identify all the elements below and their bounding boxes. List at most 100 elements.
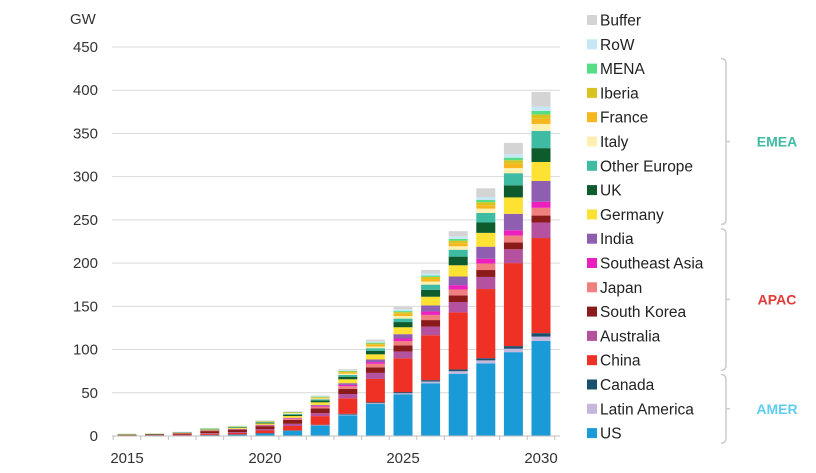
legend: Buffer RoW MENA Iberia France Italy Other Euro… xyxy=(587,13,704,443)
legend-item-australia: Australia xyxy=(587,328,661,345)
bar-segment-other-europe-2018 xyxy=(200,428,220,430)
legend-swatch xyxy=(587,87,597,98)
bar-segment-buffer-2026 xyxy=(421,269,441,274)
bar-segment-buffer-2022 xyxy=(310,395,330,397)
bar-segment-france-2027 xyxy=(448,243,468,247)
bar-segment-south-korea-2025 xyxy=(393,345,413,352)
bar-segment-southeast-asia-2021 xyxy=(283,418,303,419)
bar-segment-germany-2021 xyxy=(283,416,303,418)
bar-segment-other-europe-2022 xyxy=(310,399,330,401)
bar-segment-canada-2030 xyxy=(531,333,551,337)
legend-label: France xyxy=(600,110,648,127)
y-tick-label: 200 xyxy=(73,255,98,272)
legend-label: US xyxy=(600,426,622,443)
bar-segment-buffer-2029 xyxy=(503,142,523,155)
bar-segment-china-2029 xyxy=(503,263,523,347)
bar-segment-australia-2027 xyxy=(448,302,468,313)
bar-segment-buffer-2027 xyxy=(448,231,468,237)
bar-segment-france-2022 xyxy=(310,397,330,399)
bar-segment-uk-2029 xyxy=(503,185,523,198)
legend-label: Australia xyxy=(600,328,661,345)
bar-segment-row-2023 xyxy=(338,370,358,371)
bar-segment-us-2028 xyxy=(476,363,496,436)
y-tick-label: 450 xyxy=(73,39,98,56)
bar-segment-india-2018 xyxy=(200,430,220,431)
bar-segment-buffer-2024 xyxy=(365,339,385,342)
bar-segment-italy-2024 xyxy=(365,346,385,349)
bar-segment-india-2019 xyxy=(227,428,247,430)
bar-segment-iberia-2024 xyxy=(365,343,385,345)
bar-segment-japan-2020 xyxy=(255,425,275,427)
bar-segment-mena-2021 xyxy=(283,411,303,413)
bar-stack-2026 xyxy=(421,269,441,436)
bar-segment-us-2019 xyxy=(227,434,247,436)
bar-segment-us-2024 xyxy=(365,404,385,436)
bar-segment-iberia-2027 xyxy=(448,240,468,244)
bar-segment-canada-2029 xyxy=(503,346,523,349)
legend-label: Canada xyxy=(600,377,655,394)
bar-segment-southeast-asia-2022 xyxy=(310,405,330,407)
legend-item-canada: Canada xyxy=(587,377,655,394)
bar-segment-japan-2021 xyxy=(283,418,303,420)
x-tick-label: 2015 xyxy=(110,450,143,467)
bar-segment-us-2030 xyxy=(531,340,551,436)
bar-segment-canada-2026 xyxy=(421,380,441,382)
bar-segment-australia-2030 xyxy=(531,222,551,239)
group-apac: APAC xyxy=(720,227,796,371)
bar-segment-row-2017 xyxy=(172,431,192,433)
bar-segment-japan-2025 xyxy=(393,341,413,346)
bar-stack-2029 xyxy=(503,142,523,436)
bar-segment-canada-2025 xyxy=(393,392,413,394)
bar-segment-japan-2027 xyxy=(448,289,468,296)
bar-segment-india-2027 xyxy=(448,276,468,286)
bar-segment-italy-2019 xyxy=(227,426,247,427)
bar-segment-japan-2024 xyxy=(365,363,385,368)
bar-segment-us-2026 xyxy=(421,383,441,436)
bar-segment-other-europe-2020 xyxy=(255,422,275,423)
bar-segment-india-2029 xyxy=(503,213,523,231)
legend-item-us: US xyxy=(587,426,622,443)
bar-segment-south-korea-2020 xyxy=(255,426,275,430)
bar-segment-india-2028 xyxy=(476,246,496,259)
bar-segment-uk-2022 xyxy=(310,400,330,403)
y-tick-label: 400 xyxy=(73,82,98,99)
bar-segment-italy-2018 xyxy=(200,428,220,430)
bar-segment-iberia-2029 xyxy=(503,160,523,164)
bar-segment-latin-america-2025 xyxy=(393,393,413,395)
legend-swatch xyxy=(587,185,597,196)
bar-segment-iberia-2023 xyxy=(338,371,358,373)
bar-segment-australia-2023 xyxy=(338,393,358,399)
bar-segment-france-2029 xyxy=(503,163,523,169)
bar-stack-2020 xyxy=(255,420,275,436)
bar-segment-uk-2028 xyxy=(476,222,496,233)
bar-segment-mena-2027 xyxy=(448,238,468,241)
bar-segment-australia-2018 xyxy=(200,433,220,434)
group-bracket xyxy=(720,373,730,444)
bar-segment-france-2028 xyxy=(476,205,496,209)
bars xyxy=(117,91,551,437)
legend-label: Southeast Asia xyxy=(600,256,704,273)
bar-segment-australia-2026 xyxy=(421,326,441,336)
y-tick-label: 100 xyxy=(73,342,98,359)
bar-segment-canada-2023 xyxy=(338,413,358,415)
bar-segment-us-2023 xyxy=(338,415,358,436)
bar-segment-south-korea-2028 xyxy=(476,270,496,277)
bar-segment-south-korea-2015 xyxy=(117,434,137,436)
legend-swatch xyxy=(587,306,597,317)
legend-label: UK xyxy=(600,183,622,200)
bar-segment-south-korea-2024 xyxy=(365,367,385,373)
bar-segment-germany-2026 xyxy=(421,296,441,306)
bar-segment-canada-2021 xyxy=(283,430,303,431)
bar-segment-south-korea-2023 xyxy=(338,388,358,394)
bar-segment-germany-2030 xyxy=(531,161,551,181)
bar-segment-india-2025 xyxy=(393,334,413,339)
legend-label: India xyxy=(600,231,634,248)
legend-swatch xyxy=(587,112,597,123)
bar-segment-germany-2023 xyxy=(338,379,358,384)
bar-segment-japan-2029 xyxy=(503,235,523,243)
bar-segment-china-2021 xyxy=(283,425,303,431)
x-tick-label: 2020 xyxy=(248,450,281,467)
bar-segment-uk-2019 xyxy=(227,427,247,428)
bar-segment-row-2018 xyxy=(200,428,220,429)
